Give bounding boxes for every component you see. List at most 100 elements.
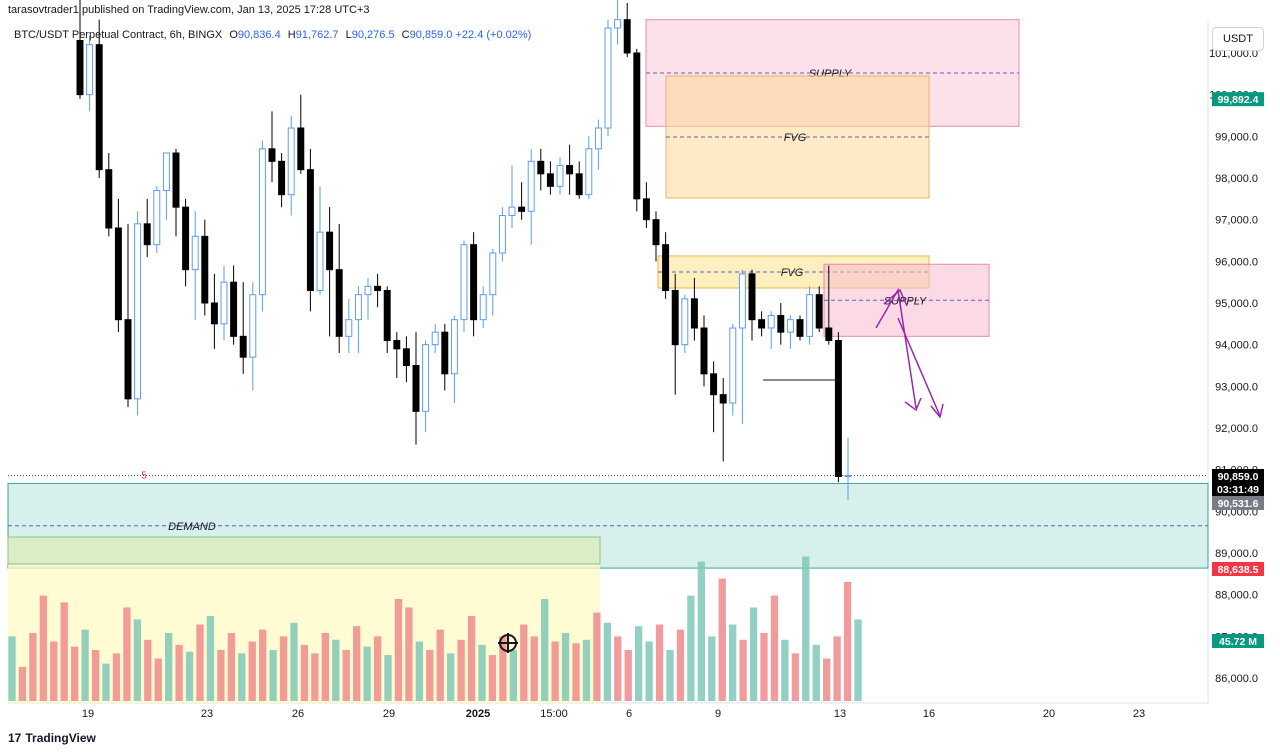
price-label-bg <box>1212 482 1264 496</box>
candle-body[interactable] <box>182 206 190 271</box>
candle-body[interactable] <box>748 273 756 321</box>
candle-body[interactable] <box>306 169 314 292</box>
candle-body[interactable] <box>786 319 794 333</box>
candle-body[interactable] <box>114 227 122 321</box>
candle-body[interactable] <box>758 319 766 329</box>
price-axis[interactable] <box>1208 0 1280 755</box>
candle-body[interactable] <box>95 44 103 171</box>
candle-body[interactable] <box>642 198 650 221</box>
candle-body[interactable] <box>556 165 564 187</box>
candle-body[interactable] <box>825 327 833 341</box>
x-tick-label: 23 <box>201 708 213 720</box>
candle-body[interactable] <box>834 340 842 477</box>
candle-body[interactable] <box>671 290 679 346</box>
candle-body[interactable] <box>441 331 449 375</box>
candle-body[interactable] <box>153 190 161 246</box>
candle-body[interactable] <box>844 475 852 478</box>
price-label: 45.72 M <box>1219 636 1257 648</box>
candle-body[interactable] <box>729 327 737 404</box>
candle-body[interactable] <box>326 231 334 271</box>
candle-body[interactable] <box>431 331 439 346</box>
x-tick-label: 9 <box>715 708 721 720</box>
candle-body[interactable] <box>258 148 266 296</box>
volume-bar <box>603 622 611 701</box>
candle-body[interactable] <box>585 148 593 196</box>
candle-body[interactable] <box>172 152 180 208</box>
candle-body[interactable] <box>652 219 660 246</box>
candle-body[interactable] <box>422 344 430 412</box>
candle-body[interactable] <box>537 160 545 175</box>
candle-body[interactable] <box>681 298 689 346</box>
volume-bar <box>185 651 194 701</box>
candle-body[interactable] <box>710 373 718 396</box>
candle-body[interactable] <box>335 269 343 337</box>
candle-body[interactable] <box>278 160 286 196</box>
candle-body[interactable] <box>249 294 257 358</box>
candle-body[interactable] <box>623 19 631 54</box>
candle-body[interactable] <box>239 335 247 358</box>
candle-body[interactable] <box>738 273 746 329</box>
candle-body[interactable] <box>604 27 612 129</box>
volume-bar <box>112 653 121 701</box>
candle-body[interactable] <box>575 173 583 196</box>
candle-body[interactable] <box>297 127 305 171</box>
candle-body[interactable] <box>374 285 382 292</box>
candle-body[interactable] <box>191 235 199 271</box>
candle-body[interactable] <box>364 285 372 296</box>
tradingview-footer[interactable]: 17 TradingView <box>8 731 96 745</box>
candle-body[interactable] <box>777 315 785 333</box>
candle-body[interactable] <box>498 215 506 254</box>
candle-body[interactable] <box>489 252 497 296</box>
candle-body[interactable] <box>230 281 238 337</box>
candle-body[interactable] <box>518 206 526 212</box>
candle-body[interactable] <box>460 244 468 321</box>
candle-body[interactable] <box>345 319 353 337</box>
candle-body[interactable] <box>143 223 151 246</box>
candle-body[interactable] <box>210 302 218 325</box>
candle-body[interactable] <box>220 281 228 325</box>
candle-body[interactable] <box>479 294 487 321</box>
candle-body[interactable] <box>268 148 276 162</box>
candle-body[interactable] <box>201 235 209 304</box>
candle-body[interactable] <box>402 348 410 367</box>
candle-body[interactable] <box>662 244 670 292</box>
candle-body[interactable] <box>815 294 823 329</box>
candle-body[interactable] <box>594 127 602 150</box>
candle-body[interactable] <box>134 223 142 400</box>
candle-body[interactable] <box>470 244 478 321</box>
candle-body[interactable] <box>287 127 295 196</box>
candle-body[interactable] <box>508 206 516 217</box>
candle-body[interactable] <box>124 319 132 400</box>
candle-body[interactable] <box>86 44 94 96</box>
candle-body[interactable] <box>162 152 170 191</box>
x-tick-label: 20 <box>1043 708 1055 720</box>
candle-body[interactable] <box>566 165 574 175</box>
candle-body[interactable] <box>700 327 708 375</box>
candle-body[interactable] <box>354 294 362 321</box>
candle-body[interactable] <box>767 315 775 329</box>
candle-body[interactable] <box>719 394 727 404</box>
candle-body[interactable] <box>527 160 535 212</box>
candle-body[interactable] <box>105 169 113 229</box>
candle-body[interactable] <box>614 19 622 29</box>
volume-bar <box>447 653 455 701</box>
candle-body[interactable] <box>690 298 698 329</box>
candle-body[interactable] <box>383 290 391 341</box>
volume-bar <box>217 650 225 701</box>
candle-body[interactable] <box>393 340 401 350</box>
candle-body[interactable] <box>806 294 814 337</box>
symbol-title[interactable]: BTC/USDT Perpetual Contract, 6h, BINGX <box>14 29 223 41</box>
candle-body[interactable] <box>546 173 554 187</box>
candle-body[interactable] <box>450 319 458 375</box>
candle-body[interactable] <box>316 231 324 292</box>
candle-body[interactable] <box>76 40 84 96</box>
candle-body[interactable] <box>633 52 641 200</box>
x-tick-label: 26 <box>292 708 304 720</box>
volume-bar <box>624 650 632 701</box>
volume-bar <box>123 607 131 701</box>
currency-button[interactable]: USDT <box>1212 27 1264 51</box>
candle-body[interactable] <box>412 365 420 412</box>
symbol-legend: BTC/USDT Perpetual Contract, 6h, BINGX O… <box>14 29 531 41</box>
candle-body[interactable] <box>796 319 804 337</box>
